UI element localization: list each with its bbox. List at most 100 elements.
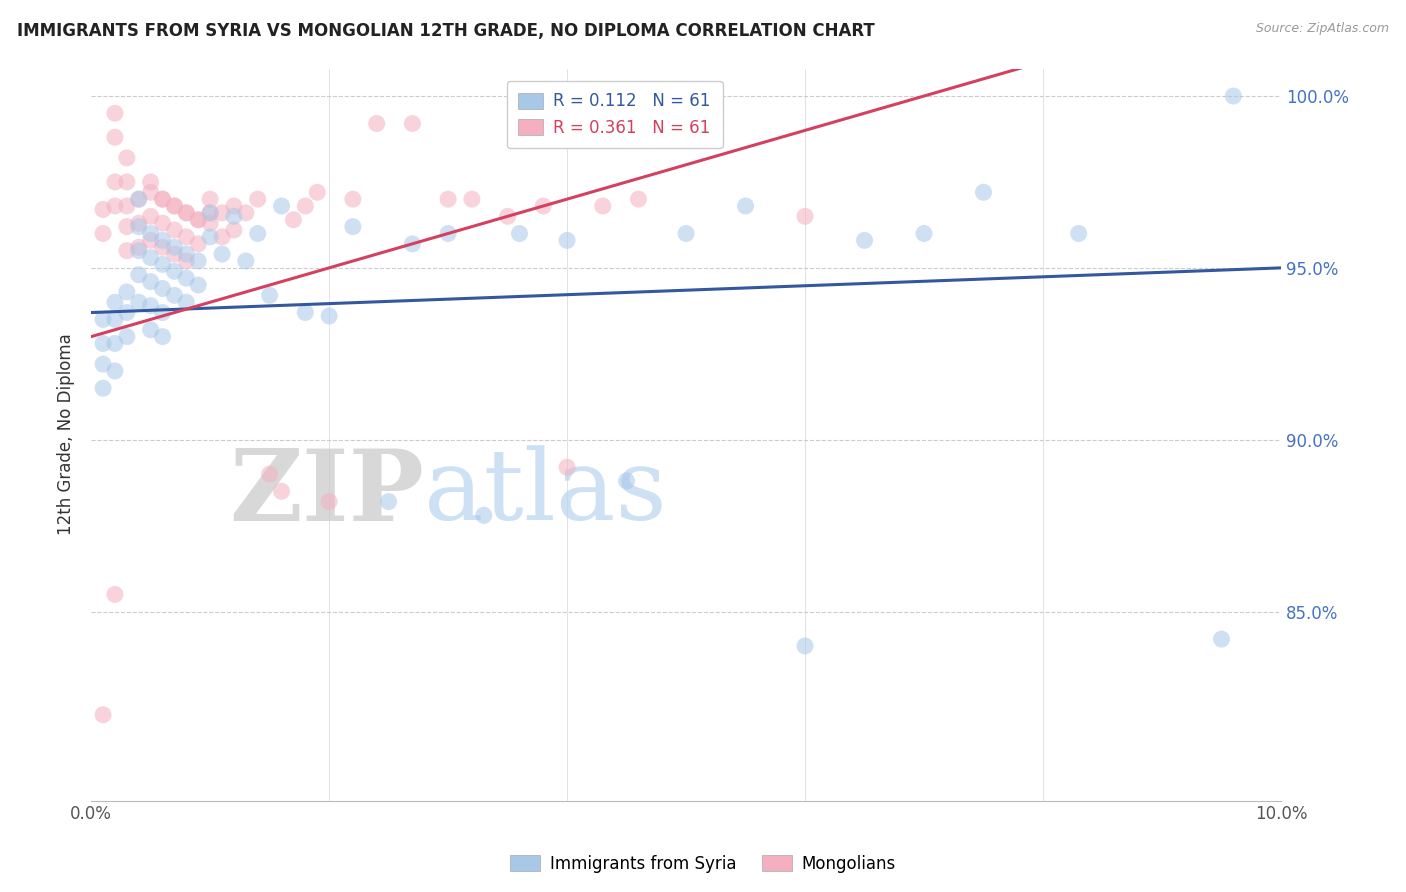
Point: [222, 223, 245, 237]
Point: [198, 216, 221, 230]
Point: [853, 233, 876, 247]
Point: [198, 206, 221, 220]
Point: [104, 106, 127, 120]
Point: [675, 227, 697, 241]
Point: [198, 206, 221, 220]
Point: [115, 219, 138, 234]
Point: [91, 202, 114, 217]
Point: [794, 210, 817, 224]
Point: [366, 116, 388, 130]
Point: [318, 494, 340, 508]
Point: [294, 305, 316, 319]
Point: [377, 494, 399, 508]
Point: [163, 199, 186, 213]
Point: [912, 227, 935, 241]
Point: [115, 175, 138, 189]
Point: [115, 199, 138, 213]
Text: Source: ZipAtlas.com: Source: ZipAtlas.com: [1256, 22, 1389, 36]
Point: [91, 707, 114, 722]
Point: [128, 192, 150, 206]
Point: [104, 364, 127, 378]
Point: [437, 227, 460, 241]
Point: [198, 230, 221, 244]
Point: [91, 312, 114, 326]
Point: [104, 199, 127, 213]
Point: [128, 216, 150, 230]
Point: [437, 192, 460, 206]
Point: [152, 192, 174, 206]
Y-axis label: 12th Grade, No Diploma: 12th Grade, No Diploma: [58, 334, 75, 535]
Legend: R = 0.112   N = 61, R = 0.361   N = 61: R = 0.112 N = 61, R = 0.361 N = 61: [506, 80, 723, 148]
Point: [187, 212, 209, 227]
Point: [104, 587, 127, 601]
Point: [401, 116, 423, 130]
Point: [152, 216, 174, 230]
Point: [139, 175, 162, 189]
Point: [555, 460, 578, 475]
Point: [139, 233, 162, 247]
Point: [152, 233, 174, 247]
Point: [139, 227, 162, 241]
Point: [1211, 632, 1233, 646]
Point: [163, 288, 186, 302]
Point: [198, 192, 221, 206]
Point: [592, 199, 614, 213]
Point: [115, 285, 138, 299]
Point: [259, 288, 281, 302]
Point: [211, 247, 233, 261]
Point: [128, 295, 150, 310]
Text: ZIP: ZIP: [229, 444, 425, 541]
Point: [270, 484, 292, 499]
Point: [163, 199, 186, 213]
Point: [115, 305, 138, 319]
Point: [401, 236, 423, 251]
Point: [555, 233, 578, 247]
Point: [152, 240, 174, 254]
Point: [342, 219, 364, 234]
Point: [270, 199, 292, 213]
Point: [508, 227, 530, 241]
Point: [627, 192, 650, 206]
Point: [163, 264, 186, 278]
Point: [461, 192, 484, 206]
Point: [531, 199, 554, 213]
Point: [104, 312, 127, 326]
Point: [176, 295, 198, 310]
Point: [283, 212, 305, 227]
Point: [734, 199, 756, 213]
Point: [128, 192, 150, 206]
Point: [176, 206, 198, 220]
Point: [152, 281, 174, 295]
Point: [259, 467, 281, 481]
Point: [176, 230, 198, 244]
Point: [235, 206, 257, 220]
Point: [128, 219, 150, 234]
Point: [973, 186, 995, 200]
Point: [139, 186, 162, 200]
Point: [1222, 89, 1244, 103]
Point: [104, 130, 127, 145]
Point: [104, 336, 127, 351]
Point: [128, 268, 150, 282]
Point: [115, 329, 138, 343]
Point: [163, 247, 186, 261]
Point: [139, 251, 162, 265]
Point: [152, 329, 174, 343]
Point: [472, 508, 495, 523]
Point: [211, 230, 233, 244]
Point: [176, 254, 198, 268]
Point: [318, 309, 340, 323]
Point: [187, 236, 209, 251]
Point: [152, 257, 174, 271]
Point: [91, 357, 114, 371]
Point: [152, 192, 174, 206]
Point: [176, 206, 198, 220]
Point: [176, 247, 198, 261]
Point: [1067, 227, 1090, 241]
Point: [794, 639, 817, 653]
Text: atlas: atlas: [425, 445, 666, 541]
Point: [222, 210, 245, 224]
Point: [176, 271, 198, 285]
Point: [128, 244, 150, 258]
Point: [91, 227, 114, 241]
